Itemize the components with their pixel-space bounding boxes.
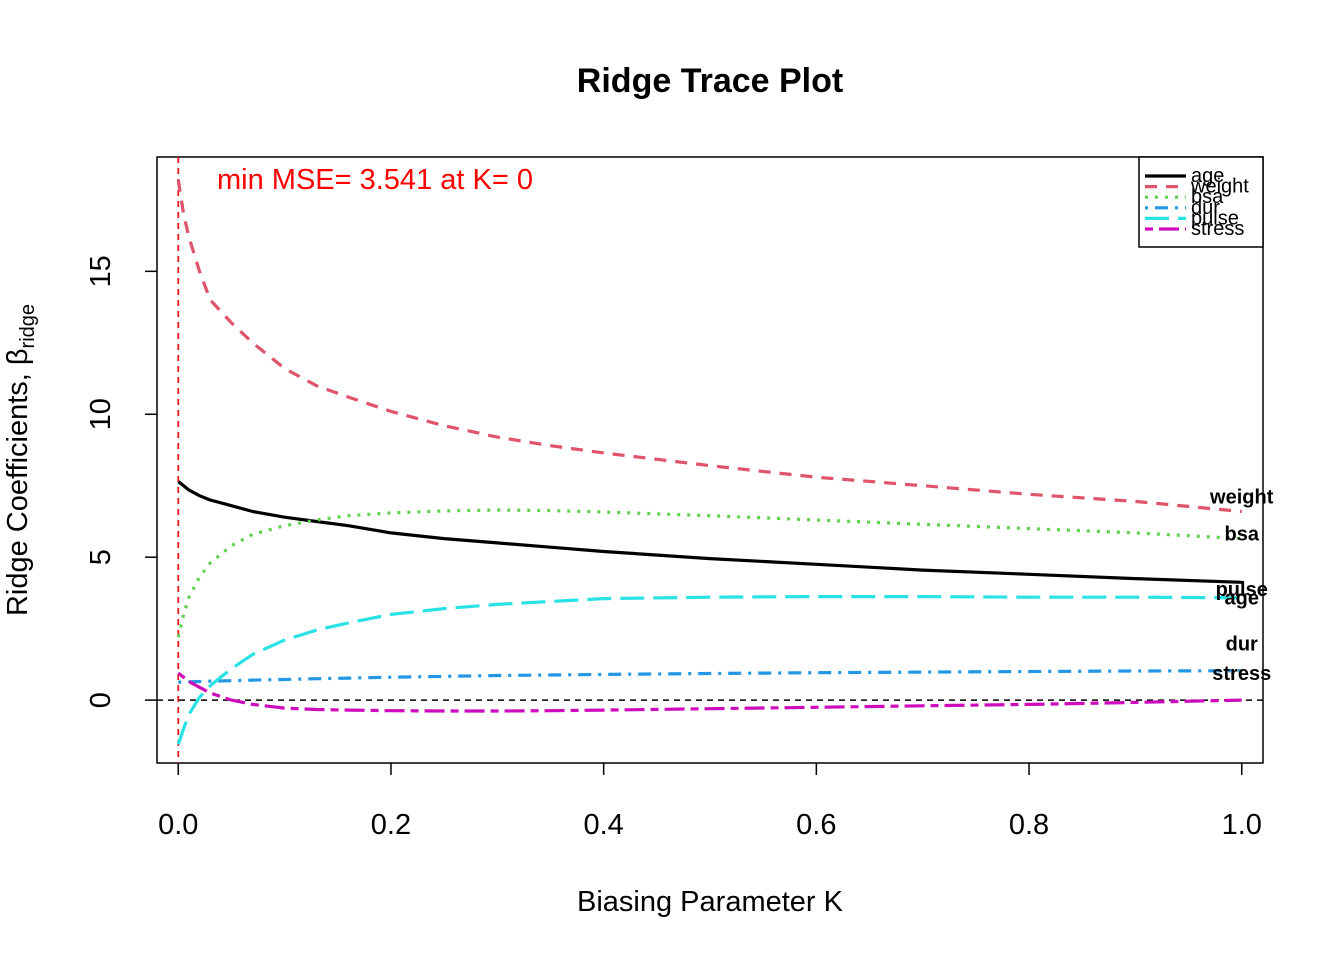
min-mse-annotation: min MSE= 3.541 at K= 0 bbox=[217, 164, 533, 196]
series-line-bsa bbox=[176, 508, 1242, 638]
legend-label-bsa: bsa bbox=[1191, 186, 1224, 208]
series-line-age bbox=[177, 480, 1242, 584]
x-tick-label: 0.8 bbox=[1009, 809, 1049, 841]
y-tick-label: 5 bbox=[85, 549, 117, 565]
y-axis-label-main: Ridge Coefficients, bbox=[2, 365, 34, 616]
legend-label-stress: stress bbox=[1191, 218, 1244, 240]
x-tick-label: 0.6 bbox=[796, 809, 836, 841]
series-line-dur bbox=[178, 669, 1242, 684]
series-end-label-bsa: bsa bbox=[1224, 524, 1259, 546]
series-line-weight bbox=[176, 179, 1242, 514]
y-axis-label: Ridge Coefficients, βridge bbox=[2, 304, 39, 616]
legend-box bbox=[1138, 156, 1264, 248]
series-end-label-age: age bbox=[1224, 587, 1258, 609]
x-tick-label: 1.0 bbox=[1222, 809, 1262, 841]
series-end-label-weight: weight bbox=[1209, 486, 1274, 508]
chart-title: Ridge Trace Plot bbox=[577, 62, 843, 100]
legend-label-age: age bbox=[1191, 165, 1224, 187]
series-line-stress bbox=[177, 671, 1242, 713]
series-line-pulse bbox=[176, 594, 1242, 745]
y-tick-label: 0 bbox=[85, 692, 117, 708]
y-axis-label-subscript: ridge bbox=[17, 304, 39, 348]
x-axis-label: Biasing Parameter K bbox=[577, 886, 844, 918]
plot-frame bbox=[156, 156, 1264, 764]
legend-label-dur: dur bbox=[1191, 197, 1220, 219]
x-tick-label: 0.0 bbox=[158, 809, 198, 841]
series-end-label-dur: dur bbox=[1226, 634, 1258, 656]
x-tick-label: 0.2 bbox=[371, 809, 411, 841]
legend-label-weight: weight bbox=[1190, 176, 1249, 198]
y-tick-label: 10 bbox=[85, 398, 117, 430]
y-axis-label-symbol: β bbox=[2, 348, 34, 365]
series-end-label-pulse: pulse bbox=[1216, 579, 1268, 601]
x-tick-label: 0.4 bbox=[583, 809, 623, 841]
legend-label-pulse: pulse bbox=[1191, 207, 1239, 229]
plot-area: 0.0 0.2 0.4 0.6 0.8 1.0051015ageweightbsadurp… bbox=[85, 156, 1274, 841]
y-tick-label: 15 bbox=[85, 255, 117, 287]
series-end-label-stress: stress bbox=[1212, 663, 1271, 685]
